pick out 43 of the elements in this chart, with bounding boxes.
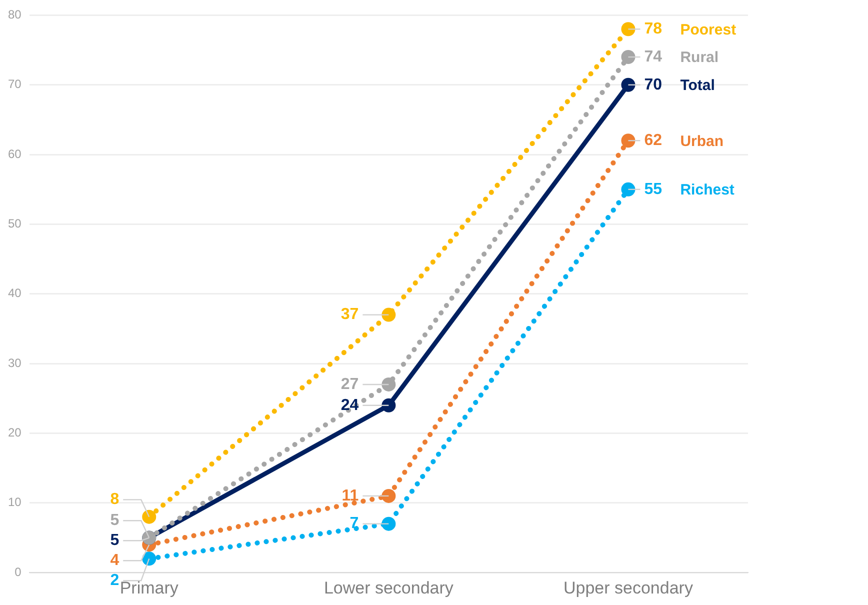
y-tick-label: 60: [8, 146, 22, 161]
point: [142, 510, 156, 524]
y-tick-label: 80: [8, 8, 22, 22]
data-label: 5: [110, 512, 120, 530]
point: [621, 182, 636, 196]
text: Total: [680, 77, 715, 94]
data-label: 2: [110, 572, 120, 590]
text: Urban: [680, 132, 724, 150]
data-label: 62: [644, 132, 662, 150]
point: [382, 398, 396, 412]
data-label: 24: [340, 396, 359, 414]
data-label: 78: [644, 20, 662, 38]
data-label: 4: [110, 552, 120, 570]
data-label: 55: [644, 180, 662, 198]
point: [621, 22, 636, 36]
y-tick-label: 50: [8, 216, 22, 231]
data-label: 11: [342, 487, 359, 504]
data-label: 7: [350, 515, 359, 532]
data-label: 74: [644, 48, 662, 66]
data-label: 27: [340, 376, 359, 393]
y-tick-label: 20: [8, 426, 22, 440]
point: [621, 50, 636, 64]
y-tick-label: 40: [8, 286, 22, 300]
x-tick-label: Primary: [120, 578, 179, 598]
point: [621, 78, 636, 92]
text: Poorest: [680, 21, 736, 38]
y-tick-label: 10: [8, 495, 22, 510]
data-label: 70: [644, 76, 662, 94]
text: Rural: [680, 49, 719, 66]
point: [382, 377, 396, 392]
data-label: 8: [110, 491, 120, 508]
point: [382, 488, 396, 503]
data-label: 5: [110, 532, 120, 550]
x-tick-label: Lower secondary: [324, 578, 454, 598]
y-tick-label: 0: [14, 564, 22, 579]
x-tick-label: Upper secondary: [563, 578, 694, 598]
y-tick-label: 70: [8, 77, 22, 92]
text: Richest: [680, 182, 734, 199]
point: [382, 516, 396, 531]
data-label: 37: [340, 306, 359, 324]
point: [382, 308, 396, 322]
point: [621, 134, 636, 148]
y-tick-label: 30: [8, 356, 22, 370]
